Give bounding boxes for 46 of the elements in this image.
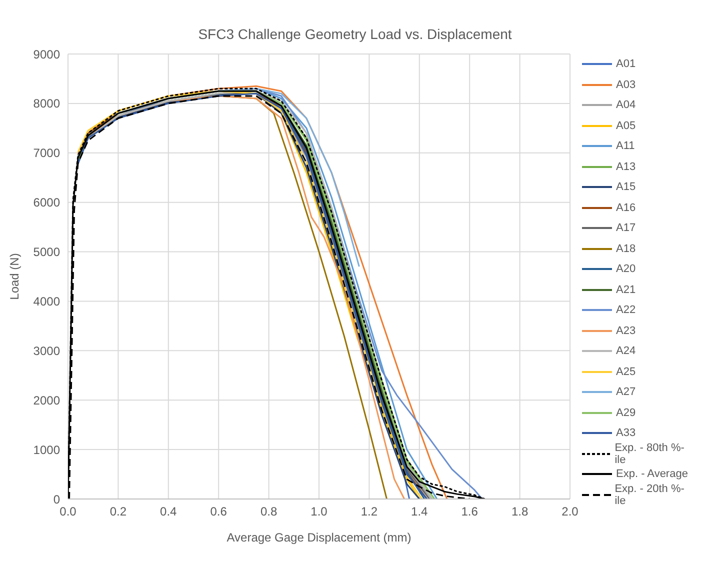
y-axis-title: Load (N) (7, 253, 22, 300)
legend-label: A05 (616, 120, 636, 132)
y-tick-label: 0 (53, 492, 60, 506)
x-tick-label: 1.4 (411, 504, 428, 519)
y-tick-label: 3000 (33, 344, 60, 358)
legend-label: A27 (616, 386, 636, 398)
y-tick-label: 6000 (33, 196, 60, 210)
legend-label: Exp. - 20th %-ile (614, 482, 686, 507)
legend-label: A01 (616, 58, 636, 70)
x-tick-label: 1.8 (511, 504, 528, 519)
x-tick-label: 0.2 (110, 504, 127, 519)
legend-label: Exp. - Average (616, 468, 688, 480)
x-tick-label: 0.6 (210, 504, 228, 519)
legend-label: A33 (616, 427, 636, 440)
x-tick-label: 2.0 (562, 504, 579, 519)
x-tick-label: 1.6 (461, 504, 478, 519)
legend-label: A04 (616, 99, 636, 112)
legend-label: A20 (616, 263, 636, 276)
x-tick-label: 1.2 (360, 504, 378, 519)
legend-label: A21 (616, 284, 636, 296)
legend-label: A13 (616, 160, 636, 173)
legend-label: A16 (616, 202, 636, 214)
legend-label: A29 (616, 406, 636, 419)
y-tick-label: 9000 (33, 47, 60, 62)
legend-label: A23 (616, 324, 636, 337)
x-axis-title: Average Gage Displacement (mm) (226, 530, 412, 545)
legend-label: A25 (616, 366, 636, 378)
chart-title: SFC3 Challenge Geometry Load vs. Displacement (197, 25, 513, 44)
x-tick-label: 0.4 (160, 504, 178, 519)
y-tick-label: 7000 (33, 146, 60, 160)
legend-label: A18 (616, 242, 636, 255)
legend-label: A22 (616, 304, 636, 316)
x-tick-label: 0.0 (60, 504, 77, 519)
y-tick-label: 1000 (33, 442, 60, 457)
y-tick-label: 4000 (33, 294, 60, 308)
legend-label: A11 (616, 140, 635, 152)
x-tick-label: 1.0 (310, 504, 328, 519)
legend-label: A15 (616, 181, 636, 194)
y-tick-label: 5000 (33, 245, 60, 260)
legend-label: Exp. - 80th %-ile (614, 442, 686, 466)
legend-label: A24 (616, 345, 636, 358)
y-tick-label: 2000 (33, 393, 60, 408)
legend-label: A17 (616, 222, 636, 234)
legend-label: A03 (616, 78, 636, 91)
x-tick-label: 0.8 (260, 504, 278, 519)
y-tick-label: 8000 (33, 96, 60, 111)
